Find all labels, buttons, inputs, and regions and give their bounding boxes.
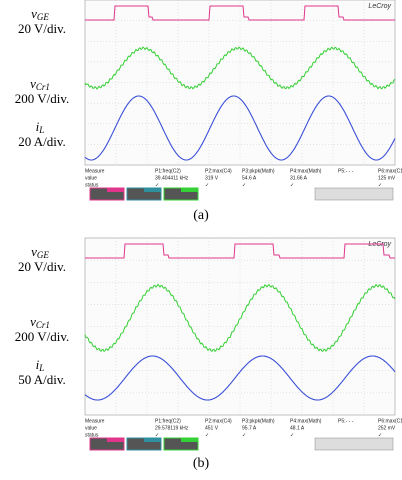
signal-label: vCr1 xyxy=(30,76,50,92)
signal-label: vCr1 xyxy=(30,314,50,330)
signal-scale: 20 V/div. xyxy=(18,21,66,36)
measure-values: 29.578119 kHz xyxy=(155,425,189,431)
measure-headers: Measure xyxy=(85,418,105,424)
channel-tag xyxy=(181,438,198,442)
signal-var: v xyxy=(30,76,36,91)
measure-headers: Measure xyxy=(85,168,105,174)
signal-sub: L xyxy=(38,363,44,373)
signal-label: iL xyxy=(36,119,45,135)
measure-status: ✓ xyxy=(155,432,159,438)
measure-headers: P5:- - - xyxy=(338,168,354,174)
measure-headers: P3:pkpk(Math) xyxy=(242,418,275,424)
measure-values: 95.7 A xyxy=(242,425,257,431)
signal-var: i xyxy=(36,119,40,134)
signal-label: iL xyxy=(36,357,45,373)
signal-var: i xyxy=(36,357,40,372)
measure-status: status xyxy=(85,432,99,438)
measure-values: 252 mV xyxy=(378,425,396,431)
measure-status: ✓ xyxy=(290,182,294,188)
timebase-box xyxy=(314,187,394,201)
signal-scale: 200 V/div. xyxy=(15,91,70,106)
signal-var: v xyxy=(31,244,37,259)
signal-sub: GE xyxy=(37,12,49,22)
waveform-il xyxy=(84,95,396,161)
measure-status: ✓ xyxy=(242,432,246,438)
measure-values: 125 mV xyxy=(378,175,396,181)
measure-values: 54.6 A xyxy=(242,175,257,181)
measure-values: value xyxy=(85,175,97,181)
signal-sub: Cr1 xyxy=(36,320,50,330)
signal-sub: Cr1 xyxy=(36,82,50,92)
measure-status: ✓ xyxy=(290,432,294,438)
signal-sub: L xyxy=(38,125,44,135)
channel-tag xyxy=(107,188,124,192)
waveform-vcr xyxy=(84,283,396,353)
signal-scale: 50 A/div. xyxy=(18,372,66,387)
channel-tag xyxy=(181,188,198,192)
waveform-vcr xyxy=(84,46,396,90)
measure-headers: P1:freq(C2) xyxy=(155,418,181,424)
caption: (b) xyxy=(193,456,210,471)
measure-values: 451 V xyxy=(205,425,219,431)
measure-headers: P4:max(Math) xyxy=(290,168,322,174)
measure-headers: P5:- - - xyxy=(338,418,354,424)
measure-headers: P1:freq(C2) xyxy=(155,168,181,174)
signal-label: vGE xyxy=(31,6,49,22)
timebase-box xyxy=(314,437,394,451)
measure-values: value xyxy=(85,425,97,431)
measure-headers: P2:max(C4) xyxy=(205,418,232,424)
measure-values: 39.404411 kHz xyxy=(155,175,189,181)
measure-status: ✓ xyxy=(242,182,246,188)
caption: (a) xyxy=(193,208,209,223)
measure-values: 319 V xyxy=(205,175,219,181)
waveform-il xyxy=(84,355,396,401)
measure-values: 31.66 A xyxy=(290,175,308,181)
brand: LeCroy xyxy=(368,3,391,10)
signal-scale: 20 A/div. xyxy=(18,134,66,149)
measure-status: ✓ xyxy=(205,182,209,188)
measure-status: ✓ xyxy=(378,432,382,438)
waveform-vge xyxy=(85,5,395,21)
measure-status: ✓ xyxy=(155,182,159,188)
signal-scale: 200 V/div. xyxy=(15,329,70,344)
measure-values: 48.1 A xyxy=(290,425,305,431)
channel-tag xyxy=(107,438,124,442)
channel-tag xyxy=(144,438,161,442)
measure-headers: P4:max(Math) xyxy=(290,418,322,424)
signal-scale: 20 V/div. xyxy=(18,259,66,274)
measure-headers: P3:pkpk(Math) xyxy=(242,168,275,174)
measure-status: ✓ xyxy=(378,182,382,188)
measure-headers: P6:max(C1) xyxy=(378,168,402,174)
signal-var: v xyxy=(31,6,37,21)
signal-sub: GE xyxy=(37,250,49,260)
channel-tag xyxy=(144,188,161,192)
measure-status: status xyxy=(85,182,99,188)
signal-label: vGE xyxy=(31,244,49,260)
waveform-vge xyxy=(85,243,395,259)
measure-headers: P2:max(C4) xyxy=(205,168,232,174)
signal-var: v xyxy=(30,314,36,329)
measure-status: ✓ xyxy=(205,432,209,438)
measure-headers: P6:max(C1) xyxy=(378,418,402,424)
